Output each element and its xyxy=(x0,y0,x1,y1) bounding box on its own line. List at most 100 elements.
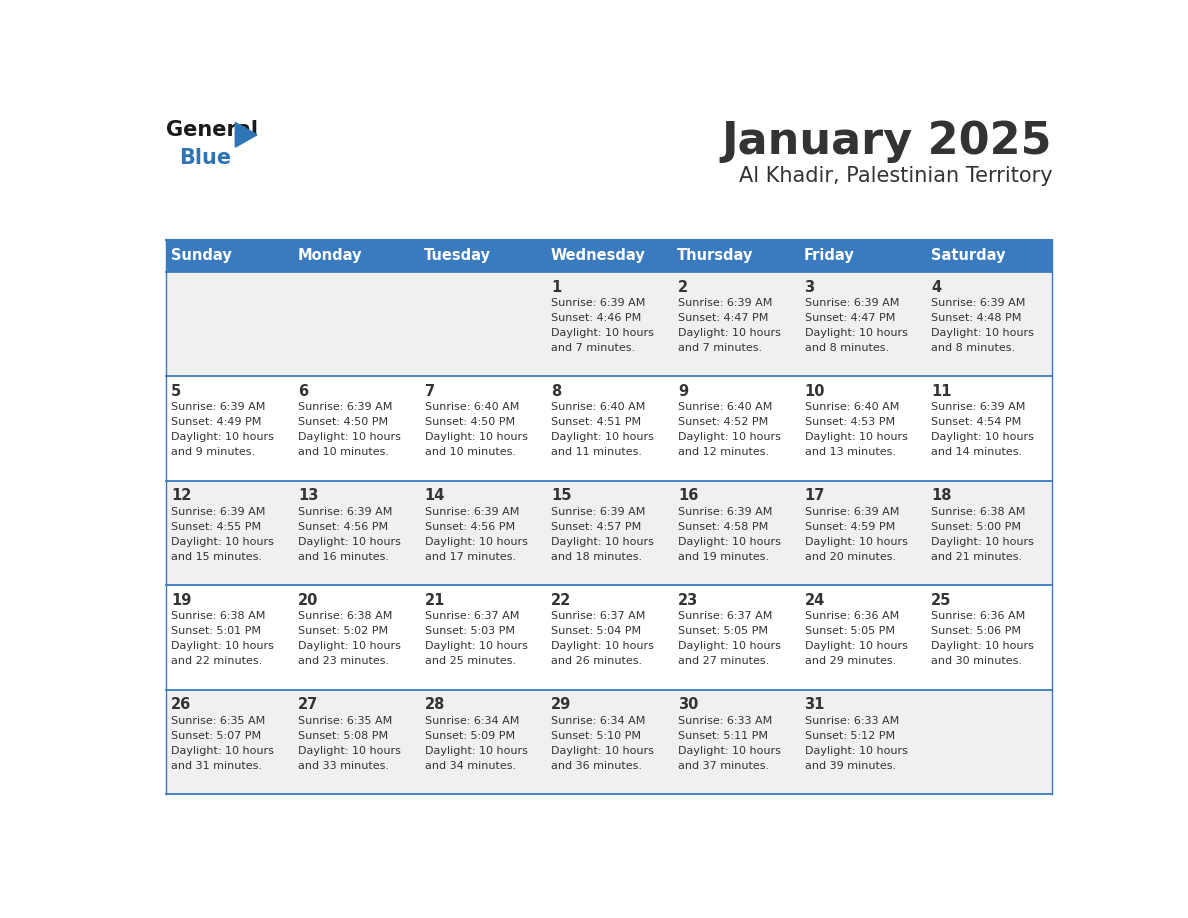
Text: 31: 31 xyxy=(804,697,824,712)
FancyBboxPatch shape xyxy=(798,272,925,376)
Text: Saturday: Saturday xyxy=(930,248,1005,263)
Text: Sunrise: 6:38 AM: Sunrise: 6:38 AM xyxy=(931,507,1025,517)
Text: Sunrise: 6:39 AM: Sunrise: 6:39 AM xyxy=(171,402,266,412)
Text: 7: 7 xyxy=(424,384,435,399)
Text: 13: 13 xyxy=(298,488,318,503)
FancyBboxPatch shape xyxy=(672,272,798,376)
FancyBboxPatch shape xyxy=(672,376,798,481)
Text: Sunset: 5:09 PM: Sunset: 5:09 PM xyxy=(424,731,514,741)
Text: Daylight: 10 hours: Daylight: 10 hours xyxy=(678,328,781,338)
Text: and 15 minutes.: and 15 minutes. xyxy=(171,552,263,562)
Text: 21: 21 xyxy=(424,593,446,608)
FancyBboxPatch shape xyxy=(165,481,292,585)
Text: Sunset: 5:08 PM: Sunset: 5:08 PM xyxy=(298,731,388,741)
Text: Daylight: 10 hours: Daylight: 10 hours xyxy=(424,537,527,547)
Text: Sunrise: 6:38 AM: Sunrise: 6:38 AM xyxy=(298,611,392,621)
Text: and 8 minutes.: and 8 minutes. xyxy=(804,343,889,353)
Text: Sunrise: 6:39 AM: Sunrise: 6:39 AM xyxy=(298,507,392,517)
FancyBboxPatch shape xyxy=(292,481,419,585)
Text: Thursday: Thursday xyxy=(677,248,753,263)
Text: Sunset: 5:00 PM: Sunset: 5:00 PM xyxy=(931,521,1022,532)
Text: Sunrise: 6:37 AM: Sunrise: 6:37 AM xyxy=(678,611,772,621)
FancyBboxPatch shape xyxy=(925,689,1053,794)
Text: Sunset: 4:56 PM: Sunset: 4:56 PM xyxy=(298,521,388,532)
Text: Al Khadir, Palestinian Territory: Al Khadir, Palestinian Territory xyxy=(739,166,1053,186)
FancyBboxPatch shape xyxy=(419,376,545,481)
Text: 5: 5 xyxy=(171,384,182,399)
FancyBboxPatch shape xyxy=(165,585,292,689)
Text: Sunrise: 6:39 AM: Sunrise: 6:39 AM xyxy=(931,402,1025,412)
Text: Sunrise: 6:40 AM: Sunrise: 6:40 AM xyxy=(551,402,645,412)
Text: Sunset: 4:47 PM: Sunset: 4:47 PM xyxy=(678,313,769,323)
Text: Sunrise: 6:37 AM: Sunrise: 6:37 AM xyxy=(551,611,645,621)
Text: Sunset: 4:57 PM: Sunset: 4:57 PM xyxy=(551,521,642,532)
Text: Daylight: 10 hours: Daylight: 10 hours xyxy=(804,642,908,651)
Text: Sunset: 4:58 PM: Sunset: 4:58 PM xyxy=(678,521,769,532)
FancyBboxPatch shape xyxy=(419,272,545,376)
Text: Sunrise: 6:39 AM: Sunrise: 6:39 AM xyxy=(171,507,266,517)
Text: Daylight: 10 hours: Daylight: 10 hours xyxy=(298,642,400,651)
Text: Sunday: Sunday xyxy=(171,248,232,263)
Text: Sunset: 5:02 PM: Sunset: 5:02 PM xyxy=(298,626,388,636)
Text: Sunrise: 6:35 AM: Sunrise: 6:35 AM xyxy=(171,716,265,726)
FancyBboxPatch shape xyxy=(798,376,925,481)
Text: Blue: Blue xyxy=(179,148,232,168)
Text: Sunset: 4:59 PM: Sunset: 4:59 PM xyxy=(804,521,895,532)
Text: Daylight: 10 hours: Daylight: 10 hours xyxy=(678,745,781,756)
Text: Daylight: 10 hours: Daylight: 10 hours xyxy=(424,745,527,756)
Text: and 39 minutes.: and 39 minutes. xyxy=(804,761,896,771)
Text: Daylight: 10 hours: Daylight: 10 hours xyxy=(551,328,655,338)
Text: Sunset: 5:05 PM: Sunset: 5:05 PM xyxy=(678,626,767,636)
Text: 11: 11 xyxy=(931,384,952,399)
FancyBboxPatch shape xyxy=(672,481,798,585)
Text: 8: 8 xyxy=(551,384,562,399)
FancyBboxPatch shape xyxy=(925,240,1053,272)
Text: 1: 1 xyxy=(551,280,562,295)
FancyBboxPatch shape xyxy=(292,272,419,376)
Text: Daylight: 10 hours: Daylight: 10 hours xyxy=(171,537,274,547)
Text: Daylight: 10 hours: Daylight: 10 hours xyxy=(678,537,781,547)
Text: Sunset: 5:05 PM: Sunset: 5:05 PM xyxy=(804,626,895,636)
Text: 2: 2 xyxy=(678,280,688,295)
Text: 16: 16 xyxy=(678,488,699,503)
Text: Sunrise: 6:39 AM: Sunrise: 6:39 AM xyxy=(551,298,645,308)
Text: 14: 14 xyxy=(424,488,446,503)
Text: Daylight: 10 hours: Daylight: 10 hours xyxy=(804,745,908,756)
Text: Daylight: 10 hours: Daylight: 10 hours xyxy=(424,432,527,442)
Text: Sunset: 4:50 PM: Sunset: 4:50 PM xyxy=(424,418,514,428)
FancyBboxPatch shape xyxy=(292,585,419,689)
Text: Sunrise: 6:34 AM: Sunrise: 6:34 AM xyxy=(424,716,519,726)
Text: 10: 10 xyxy=(804,384,824,399)
Text: and 31 minutes.: and 31 minutes. xyxy=(171,761,263,771)
FancyBboxPatch shape xyxy=(925,376,1053,481)
Text: and 18 minutes.: and 18 minutes. xyxy=(551,552,643,562)
Text: Daylight: 10 hours: Daylight: 10 hours xyxy=(298,537,400,547)
Text: Sunrise: 6:39 AM: Sunrise: 6:39 AM xyxy=(424,507,519,517)
Text: Sunset: 5:10 PM: Sunset: 5:10 PM xyxy=(551,731,642,741)
Text: 27: 27 xyxy=(298,697,318,712)
Text: and 34 minutes.: and 34 minutes. xyxy=(424,761,516,771)
Text: Friday: Friday xyxy=(804,248,854,263)
Text: and 9 minutes.: and 9 minutes. xyxy=(171,447,255,457)
Text: Daylight: 10 hours: Daylight: 10 hours xyxy=(678,642,781,651)
Text: and 7 minutes.: and 7 minutes. xyxy=(678,343,762,353)
Text: Daylight: 10 hours: Daylight: 10 hours xyxy=(804,432,908,442)
Text: Sunrise: 6:40 AM: Sunrise: 6:40 AM xyxy=(804,402,899,412)
Text: Sunrise: 6:35 AM: Sunrise: 6:35 AM xyxy=(298,716,392,726)
Text: January 2025: January 2025 xyxy=(721,120,1053,163)
Text: and 11 minutes.: and 11 minutes. xyxy=(551,447,643,457)
FancyBboxPatch shape xyxy=(925,481,1053,585)
Text: Sunset: 5:03 PM: Sunset: 5:03 PM xyxy=(424,626,514,636)
FancyBboxPatch shape xyxy=(419,481,545,585)
Text: Daylight: 10 hours: Daylight: 10 hours xyxy=(298,745,400,756)
FancyBboxPatch shape xyxy=(545,481,672,585)
FancyBboxPatch shape xyxy=(165,689,292,794)
Text: 29: 29 xyxy=(551,697,571,712)
Text: and 10 minutes.: and 10 minutes. xyxy=(298,447,388,457)
FancyBboxPatch shape xyxy=(672,585,798,689)
Text: and 13 minutes.: and 13 minutes. xyxy=(804,447,896,457)
FancyBboxPatch shape xyxy=(545,272,672,376)
Text: Daylight: 10 hours: Daylight: 10 hours xyxy=(804,537,908,547)
Text: Sunset: 5:07 PM: Sunset: 5:07 PM xyxy=(171,731,261,741)
Text: Sunset: 4:46 PM: Sunset: 4:46 PM xyxy=(551,313,642,323)
